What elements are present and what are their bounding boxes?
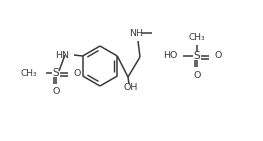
Text: S: S — [53, 68, 59, 78]
Text: O: O — [193, 70, 201, 80]
Text: S: S — [194, 51, 200, 61]
Text: HN: HN — [55, 50, 69, 60]
Text: O: O — [73, 69, 81, 78]
Text: O: O — [214, 51, 222, 60]
Text: O: O — [52, 88, 60, 96]
Text: HO: HO — [164, 51, 178, 60]
Text: NH: NH — [129, 28, 143, 38]
Text: OH: OH — [124, 82, 138, 92]
Text: CH₃: CH₃ — [189, 32, 205, 41]
Text: CH₃: CH₃ — [20, 69, 37, 78]
